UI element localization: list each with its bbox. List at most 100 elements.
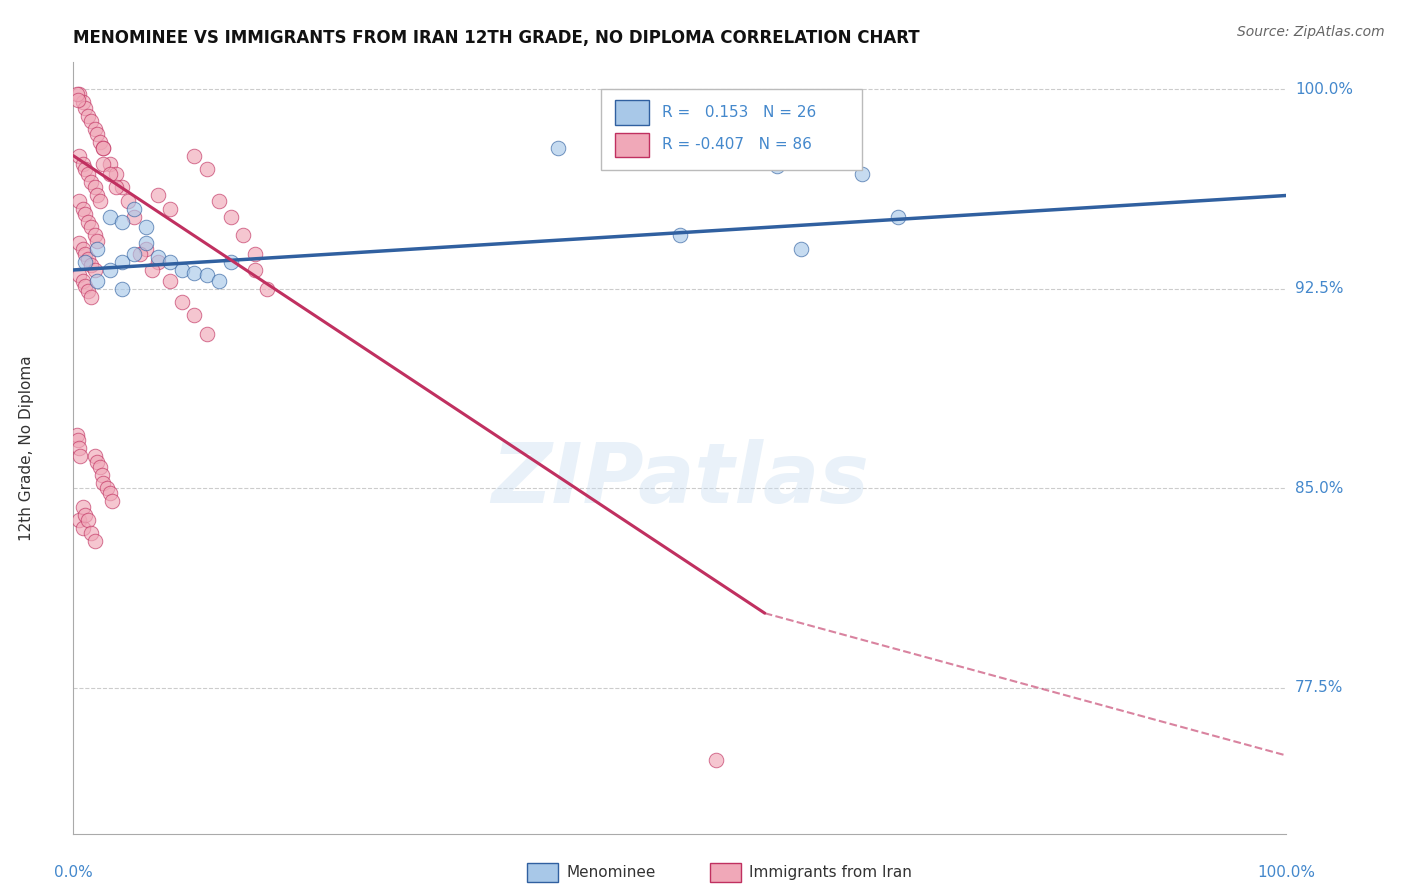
Point [122,202,145,216]
Point [887,210,910,224]
Point [80,175,103,189]
Point [117,194,139,208]
Point [159,255,181,269]
Point [243,247,266,261]
Point [75,255,97,269]
Point [219,210,242,224]
Text: MENOMINEE VS IMMIGRANTS FROM IRAN 12TH GRADE, NO DIPLOMA CORRELATION CHART: MENOMINEE VS IMMIGRANTS FROM IRAN 12TH G… [73,29,920,47]
Point [146,255,169,269]
Point [93,156,115,170]
Text: Menominee: Menominee [567,865,657,880]
Point [75,247,97,261]
Point [75,207,97,221]
Point [76,109,98,123]
Point [195,268,218,283]
Point [101,494,124,508]
Point [183,266,205,280]
Point [80,114,103,128]
Point [122,210,145,224]
Point [111,215,134,229]
Point [84,122,107,136]
Point [256,282,278,296]
Point [98,210,121,224]
Point [84,180,107,194]
Point [93,475,115,490]
Bar [616,133,650,157]
Point [72,95,94,110]
Point [84,228,107,243]
Point [76,252,98,267]
Point [72,202,94,216]
Text: ZIPatlas: ZIPatlas [491,439,869,520]
Point [104,180,127,194]
Point [243,263,266,277]
Point [159,274,181,288]
Point [111,255,134,269]
Text: R = -0.407   N = 86: R = -0.407 N = 86 [662,137,811,153]
Point [172,294,194,309]
Point [72,274,94,288]
Point [91,467,114,482]
Point [135,236,157,251]
Point [80,289,103,303]
Text: 100.0%: 100.0% [1295,81,1353,96]
Point [84,534,107,549]
Point [790,242,813,256]
Point [135,220,157,235]
Point [135,242,157,256]
Point [86,454,108,468]
Point [183,148,205,162]
Text: 77.5%: 77.5% [1295,681,1343,695]
Point [75,279,97,293]
Point [67,236,90,251]
Point [111,180,134,194]
Point [86,242,108,256]
Point [98,156,121,170]
Point [669,228,692,243]
Point [66,434,89,448]
Point [86,234,108,248]
Bar [616,100,650,125]
Point [66,87,89,102]
Point [84,263,107,277]
Text: Source: ZipAtlas.com: Source: ZipAtlas.com [1237,25,1385,39]
Point [183,308,205,322]
Point [98,263,121,277]
Point [72,500,94,514]
Point [75,508,97,522]
Point [67,441,90,455]
Point [75,161,97,176]
Point [146,250,169,264]
Point [93,140,115,154]
Point [98,167,121,181]
Point [208,274,231,288]
Point [104,167,127,181]
Point [67,148,90,162]
FancyBboxPatch shape [600,89,862,170]
Point [80,220,103,235]
Point [75,101,97,115]
Point [208,194,231,208]
Text: 92.5%: 92.5% [1295,281,1343,296]
Point [84,449,107,463]
Point [195,326,218,341]
Point [146,188,169,202]
Text: 0.0%: 0.0% [53,864,93,880]
Point [96,481,118,495]
Point [141,263,163,277]
Point [76,215,98,229]
Point [195,161,218,176]
Point [86,274,108,288]
Point [86,128,108,142]
Text: 12th Grade, No Diploma: 12th Grade, No Diploma [20,355,34,541]
Text: Immigrants from Iran: Immigrants from Iran [749,865,912,880]
Point [66,428,89,442]
Point [86,188,108,202]
Point [80,258,103,272]
Point [89,459,111,474]
Point [72,521,94,535]
Point [172,263,194,277]
Point [159,202,181,216]
Point [669,148,692,162]
Point [111,282,134,296]
